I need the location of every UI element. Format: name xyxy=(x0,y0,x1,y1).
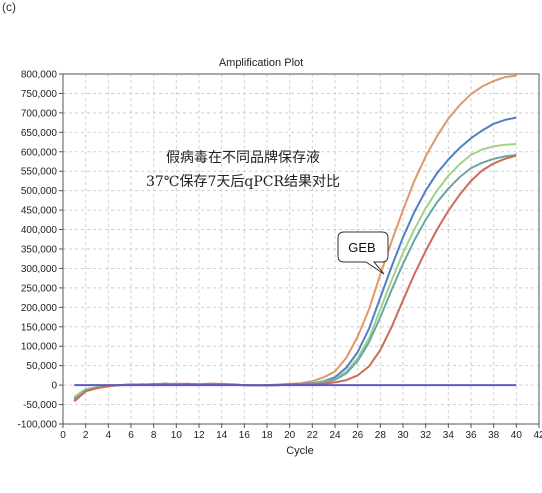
x-tick-label: 30 xyxy=(397,430,409,441)
y-tick-label: 800,000 xyxy=(21,70,58,81)
y-tick-label: 750,000 xyxy=(21,89,58,100)
y-tick-label: 200,000 xyxy=(21,303,58,314)
y-tick-label: 350,000 xyxy=(21,245,58,256)
y-tick-label: 150,000 xyxy=(21,322,58,333)
corner-label: (c) xyxy=(2,0,16,14)
callout-bubble xyxy=(337,231,389,275)
y-tick-label: 450,000 xyxy=(21,206,58,217)
y-tick-label: -50,000 xyxy=(23,400,57,411)
x-tick-label: 6 xyxy=(128,430,134,441)
annotation-line-2: 37℃保存7天后qPCR结果对比 xyxy=(146,174,340,190)
y-tick-label: 50,000 xyxy=(26,361,57,372)
annotation-line-1: 假病毒在不同品牌保存液 xyxy=(166,149,320,166)
y-tick-label: 100,000 xyxy=(21,342,58,353)
y-tick-label: 700,000 xyxy=(21,108,58,119)
series-lines xyxy=(73,74,517,403)
x-tick-label: 16 xyxy=(239,430,251,441)
x-tick-label: 2 xyxy=(83,430,89,441)
x-tick-label: 0 xyxy=(60,430,66,441)
x-tick-label: 36 xyxy=(465,430,477,441)
x-tick-label: 10 xyxy=(171,430,183,441)
y-tick-label: 650,000 xyxy=(21,128,58,139)
x-tick-label: 24 xyxy=(329,430,341,441)
x-tick-label: 40 xyxy=(511,430,523,441)
y-tick-label: 400,000 xyxy=(21,225,58,236)
y-tick-label: 500,000 xyxy=(21,186,58,197)
x-tick-label: 12 xyxy=(193,430,205,441)
x-tick-label: 14 xyxy=(216,430,228,441)
x-axis-ticks: 0 2 4 6 8 10 12 14 16 18 20 22 24 26 28 30 32 34 36 38 40 42 xyxy=(60,424,542,441)
x-tick-label: 28 xyxy=(375,430,387,441)
callout-text: GEB xyxy=(348,240,375,255)
y-tick-label: 600,000 xyxy=(21,147,58,158)
x-axis-label: Cycle xyxy=(286,445,314,457)
geb-callout: GEB xyxy=(337,231,389,275)
x-tick-label: 42 xyxy=(533,430,542,441)
x-tick-label: 26 xyxy=(352,430,364,441)
y-tick-label: 550,000 xyxy=(21,167,58,178)
x-tick-label: 32 xyxy=(420,430,432,441)
x-tick-label: 8 xyxy=(151,430,157,441)
x-tick-label: 34 xyxy=(443,430,455,441)
y-tick-label: -100,000 xyxy=(18,420,58,431)
y-tick-label: 0 xyxy=(51,381,57,392)
chart-title: Amplification Plot xyxy=(219,57,303,69)
x-tick-label: 4 xyxy=(106,430,112,441)
x-tick-label: 20 xyxy=(284,430,296,441)
x-tick-label: 22 xyxy=(307,430,319,441)
x-tick-label: 18 xyxy=(261,430,273,441)
y-tick-label: 250,000 xyxy=(21,283,58,294)
y-tick-label: 300,000 xyxy=(21,264,58,275)
gridlines xyxy=(63,74,539,424)
x-tick-label: 38 xyxy=(488,430,500,441)
y-axis-ticks: -100,000 -50,000 0 50,000 100,000 150,000 200,… xyxy=(18,70,63,431)
